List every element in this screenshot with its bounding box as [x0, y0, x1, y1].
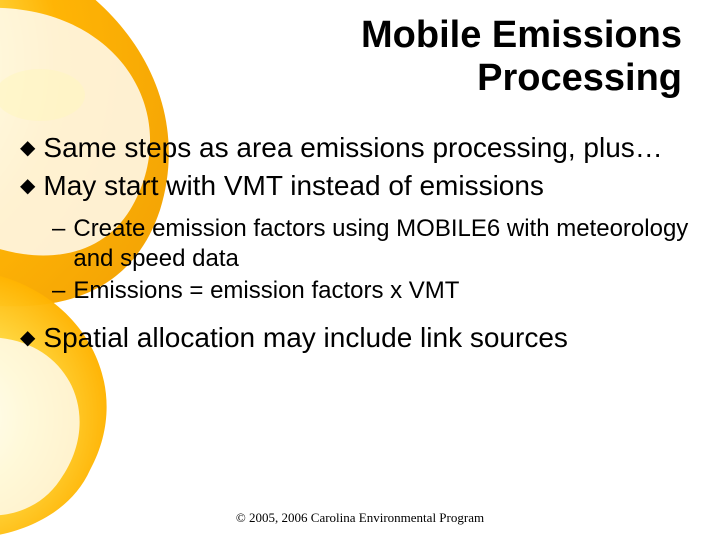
title-line-1: Mobile Emissions: [361, 14, 682, 57]
dash-bullet-icon: –: [52, 214, 65, 244]
slide-title: Mobile Emissions Processing: [361, 14, 682, 99]
sub-bullet-text: Emissions = emission factors x VMT: [73, 276, 459, 306]
sub-bullet-text: Create emission factors using MOBILE6 wi…: [73, 214, 690, 274]
diamond-bullet-icon: ◆: [20, 168, 35, 204]
sub-bullet-item: – Create emission factors using MOBILE6 …: [52, 214, 690, 274]
sub-bullet-list: – Create emission factors using MOBILE6 …: [52, 214, 690, 306]
dash-bullet-icon: –: [52, 276, 65, 306]
footer-copyright: © 2005, 2006 Carolina Environmental Prog…: [0, 510, 720, 526]
bullet-item: ◆ Spatial allocation may include link so…: [20, 320, 690, 356]
title-line-2: Processing: [361, 57, 682, 100]
diamond-bullet-icon: ◆: [20, 130, 35, 166]
slide-body: ◆ Same steps as area emissions processin…: [20, 130, 690, 358]
bullet-item: ◆ May start with VMT instead of emission…: [20, 168, 690, 204]
sub-bullet-item: – Emissions = emission factors x VMT: [52, 276, 690, 306]
bullet-text: May start with VMT instead of emissions: [43, 168, 544, 203]
bullet-item: ◆ Same steps as area emissions processin…: [20, 130, 690, 166]
diamond-bullet-icon: ◆: [20, 320, 35, 356]
bullet-text: Same steps as area emissions processing,…: [43, 130, 662, 165]
bullet-text: Spatial allocation may include link sour…: [43, 320, 568, 355]
